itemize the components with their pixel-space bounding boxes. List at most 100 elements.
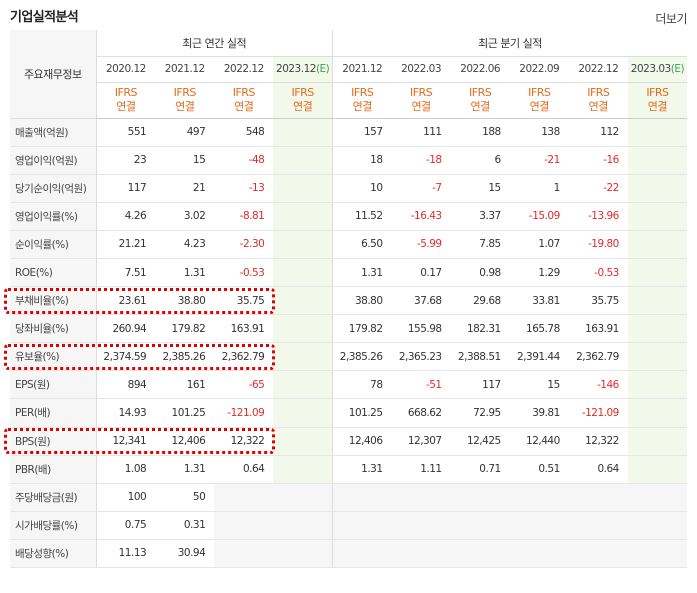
value-cell: 12,425 xyxy=(450,427,510,456)
value-cell: -146 xyxy=(568,370,628,400)
period-header: 2022.12 xyxy=(568,56,628,83)
standard-ifrs: IFRS xyxy=(587,86,610,99)
value-cell: -0.53 xyxy=(568,258,628,288)
value-cell: 163.91 xyxy=(214,314,274,344)
standard-ifrs: IFRS xyxy=(291,86,315,99)
value-cell: 3.37 xyxy=(450,202,510,231)
value-cell: 0.64 xyxy=(214,455,274,484)
estimate-period-header: 2023.12(E) xyxy=(273,56,333,83)
row-label: ROE(%) xyxy=(10,258,97,288)
value-cell: 188 xyxy=(450,118,510,147)
value-cell xyxy=(627,427,687,456)
value-cell xyxy=(391,511,451,540)
table-row: 당기순이익(억원) 117 21 -13 10 -7 15 1 -22 xyxy=(10,174,687,203)
value-cell: 1.31 xyxy=(155,258,215,288)
estimate-period-header: 2023.03(E) xyxy=(627,56,687,83)
value-cell xyxy=(627,230,687,259)
value-cell: 161 xyxy=(155,370,215,400)
value-cell: -18 xyxy=(391,146,451,175)
value-cell: 179.82 xyxy=(155,314,215,344)
value-cell: 551 xyxy=(96,118,156,147)
value-cell: 3.02 xyxy=(155,202,215,231)
period-header: 2022.12 xyxy=(214,56,274,83)
value-cell: 2,385.26 xyxy=(155,342,215,372)
value-cell xyxy=(627,202,687,231)
table-row: EPS(원) 894 161 -65 78 -51 117 15 -146 xyxy=(10,370,687,400)
value-cell: -65 xyxy=(214,370,274,400)
value-cell xyxy=(450,539,510,569)
value-cell: 0.98 xyxy=(450,258,510,288)
row-label: 유보율(%) xyxy=(10,342,97,372)
value-cell xyxy=(273,427,333,456)
standard-ifrs: IFRS xyxy=(351,86,374,99)
value-cell: 39.81 xyxy=(509,398,569,428)
table-row: 영업이익(억원) 23 15 -48 18 -18 6 -21 -16 xyxy=(10,146,687,175)
value-cell xyxy=(273,286,333,316)
value-cell: -121.09 xyxy=(568,398,628,428)
standard-consolidated: 연결 xyxy=(411,100,431,113)
value-cell xyxy=(273,314,333,344)
value-cell xyxy=(627,511,687,540)
more-link[interactable]: 더보기 xyxy=(655,12,687,26)
value-cell xyxy=(627,483,687,512)
standard-ifrs: IFRS xyxy=(232,86,256,99)
value-cell: 0.51 xyxy=(509,455,569,484)
period-text: 2021.12 xyxy=(342,63,383,75)
row-label: PBR(배) xyxy=(10,455,97,484)
period-header: 2022.03 xyxy=(391,56,451,83)
value-cell xyxy=(214,483,274,512)
value-cell xyxy=(509,483,569,512)
value-cell: 179.82 xyxy=(331,314,392,344)
value-cell: 165.78 xyxy=(509,314,569,344)
value-cell: 38.80 xyxy=(331,286,392,316)
value-cell: 117 xyxy=(450,370,510,400)
accounting-standard: IFRS 연결 xyxy=(214,82,274,119)
estimate-mark: (E) xyxy=(315,63,330,75)
value-cell: 0.75 xyxy=(96,511,156,540)
table-row: PER(배) 14.93 101.25 -121.09 101.25 668.62 72.9… xyxy=(10,398,687,428)
value-cell: 12,406 xyxy=(331,427,392,456)
row-label: 시가배당률(%) xyxy=(10,511,97,540)
standard-consolidated: 연결 xyxy=(293,100,313,113)
value-cell: 12,322 xyxy=(214,427,274,456)
value-cell: 21.21 xyxy=(96,230,156,259)
value-cell: 2,391.44 xyxy=(509,342,569,372)
value-cell: 37.68 xyxy=(391,286,451,316)
table-row: 부채비율(%) 23.61 38.80 35.75 38.80 37.68 29.68 33.… xyxy=(10,286,687,316)
value-cell xyxy=(214,539,274,569)
value-cell: 182.31 xyxy=(450,314,510,344)
table-row: 배당성향(%) 11.13 30.94 xyxy=(10,539,687,569)
value-cell: 2,362.79 xyxy=(214,342,274,372)
accounting-standard: IFRS 연결 xyxy=(509,82,569,119)
financial-table: 주요재무정보 최근 연간 실적 최근 분기 실적 2020.12 2021.12 2… xyxy=(10,30,687,569)
value-cell: 7.85 xyxy=(450,230,510,259)
value-cell: 1.07 xyxy=(509,230,569,259)
value-cell: 23 xyxy=(96,146,156,175)
value-cell xyxy=(331,511,392,540)
value-cell xyxy=(509,539,569,569)
value-cell: 12,406 xyxy=(155,427,215,456)
accounting-standard: IFRS 연결 xyxy=(155,82,215,119)
value-cell: 0.17 xyxy=(391,258,451,288)
section-title: 기업실적분석 xyxy=(10,10,79,25)
value-cell: -121.09 xyxy=(214,398,274,428)
standard-consolidated: 연결 xyxy=(588,100,609,113)
value-cell xyxy=(273,146,333,175)
row-label: 배당성향(%) xyxy=(10,539,97,569)
row-label: EPS(원) xyxy=(10,370,97,400)
value-cell: 7.51 xyxy=(96,258,156,288)
value-cell: 11.13 xyxy=(96,539,156,569)
value-cell xyxy=(273,342,333,372)
value-cell: 497 xyxy=(155,118,215,147)
value-cell xyxy=(273,370,333,400)
value-cell: -7 xyxy=(391,174,451,203)
period-text: 2023.12 xyxy=(276,63,316,75)
table-row: 순이익률(%) 21.21 4.23 -2.30 6.50 -5.99 7.85 1.07 -1… xyxy=(10,230,687,259)
value-cell: 12,440 xyxy=(509,427,569,456)
period-text: 2023.03 xyxy=(630,63,671,75)
value-cell: 29.68 xyxy=(450,286,510,316)
value-cell xyxy=(391,483,451,512)
value-cell: 12,307 xyxy=(391,427,451,456)
value-cell xyxy=(273,202,333,231)
value-cell: 101.25 xyxy=(155,398,215,428)
